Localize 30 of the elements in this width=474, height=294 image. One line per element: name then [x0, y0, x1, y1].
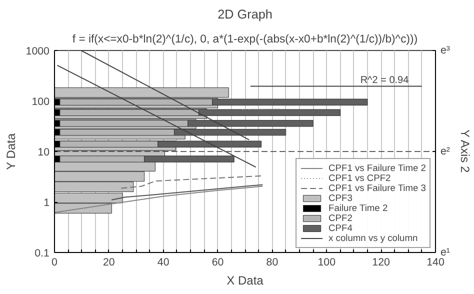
- text: e³: [440, 44, 450, 56]
- x-tick-label: 40: [157, 256, 170, 268]
- legend-label: Failure Time 2: [328, 203, 388, 213]
- legend-label: CPF1 vs Failure Time 2: [328, 163, 426, 173]
- chart-title: 2D Graph: [218, 8, 272, 22]
- x-tick-label: 20: [103, 256, 115, 268]
- y2-axis-title: Y Axis 2: [458, 129, 472, 173]
- text: e²: [440, 146, 450, 158]
- chart-subtitle: f = if(x<=x0-b*ln(2)^(1/c), 0, a*(1-exp(-(abs(x-x0+b*ln(2)^(1/c))/b)^c))): [72, 34, 418, 46]
- text: e¹: [440, 246, 450, 258]
- y-axis-title: Y Data: [4, 133, 18, 170]
- y-tick-label: 1000: [26, 46, 50, 58]
- x-tick-label: 0: [52, 256, 58, 268]
- x-tick-label: 140: [426, 256, 444, 268]
- legend-label: CPF1 vs CPF2: [328, 173, 391, 183]
- y-tick-label: 1: [44, 197, 50, 209]
- x-axis-title: X Data: [226, 274, 264, 288]
- legend-label: CPF3: [328, 193, 352, 203]
- legend-label: CPF2: [328, 213, 352, 223]
- legend-label: CPF4: [328, 223, 352, 233]
- x-tick-label: 120: [372, 256, 390, 268]
- legend-label: CPF1 vs Failure Time 3: [328, 183, 426, 193]
- x-tick-label: 100: [318, 256, 336, 268]
- x-tick-label: 80: [266, 256, 278, 268]
- y-tick-label: 100: [32, 96, 50, 108]
- y-tick-label: 0.1: [34, 248, 50, 260]
- y-tick-label: 10: [38, 146, 50, 158]
- annotation: R^2 = 0.94: [360, 75, 410, 86]
- legend-label: x column vs y column: [328, 233, 418, 243]
- x-tick-label: 60: [212, 256, 224, 268]
